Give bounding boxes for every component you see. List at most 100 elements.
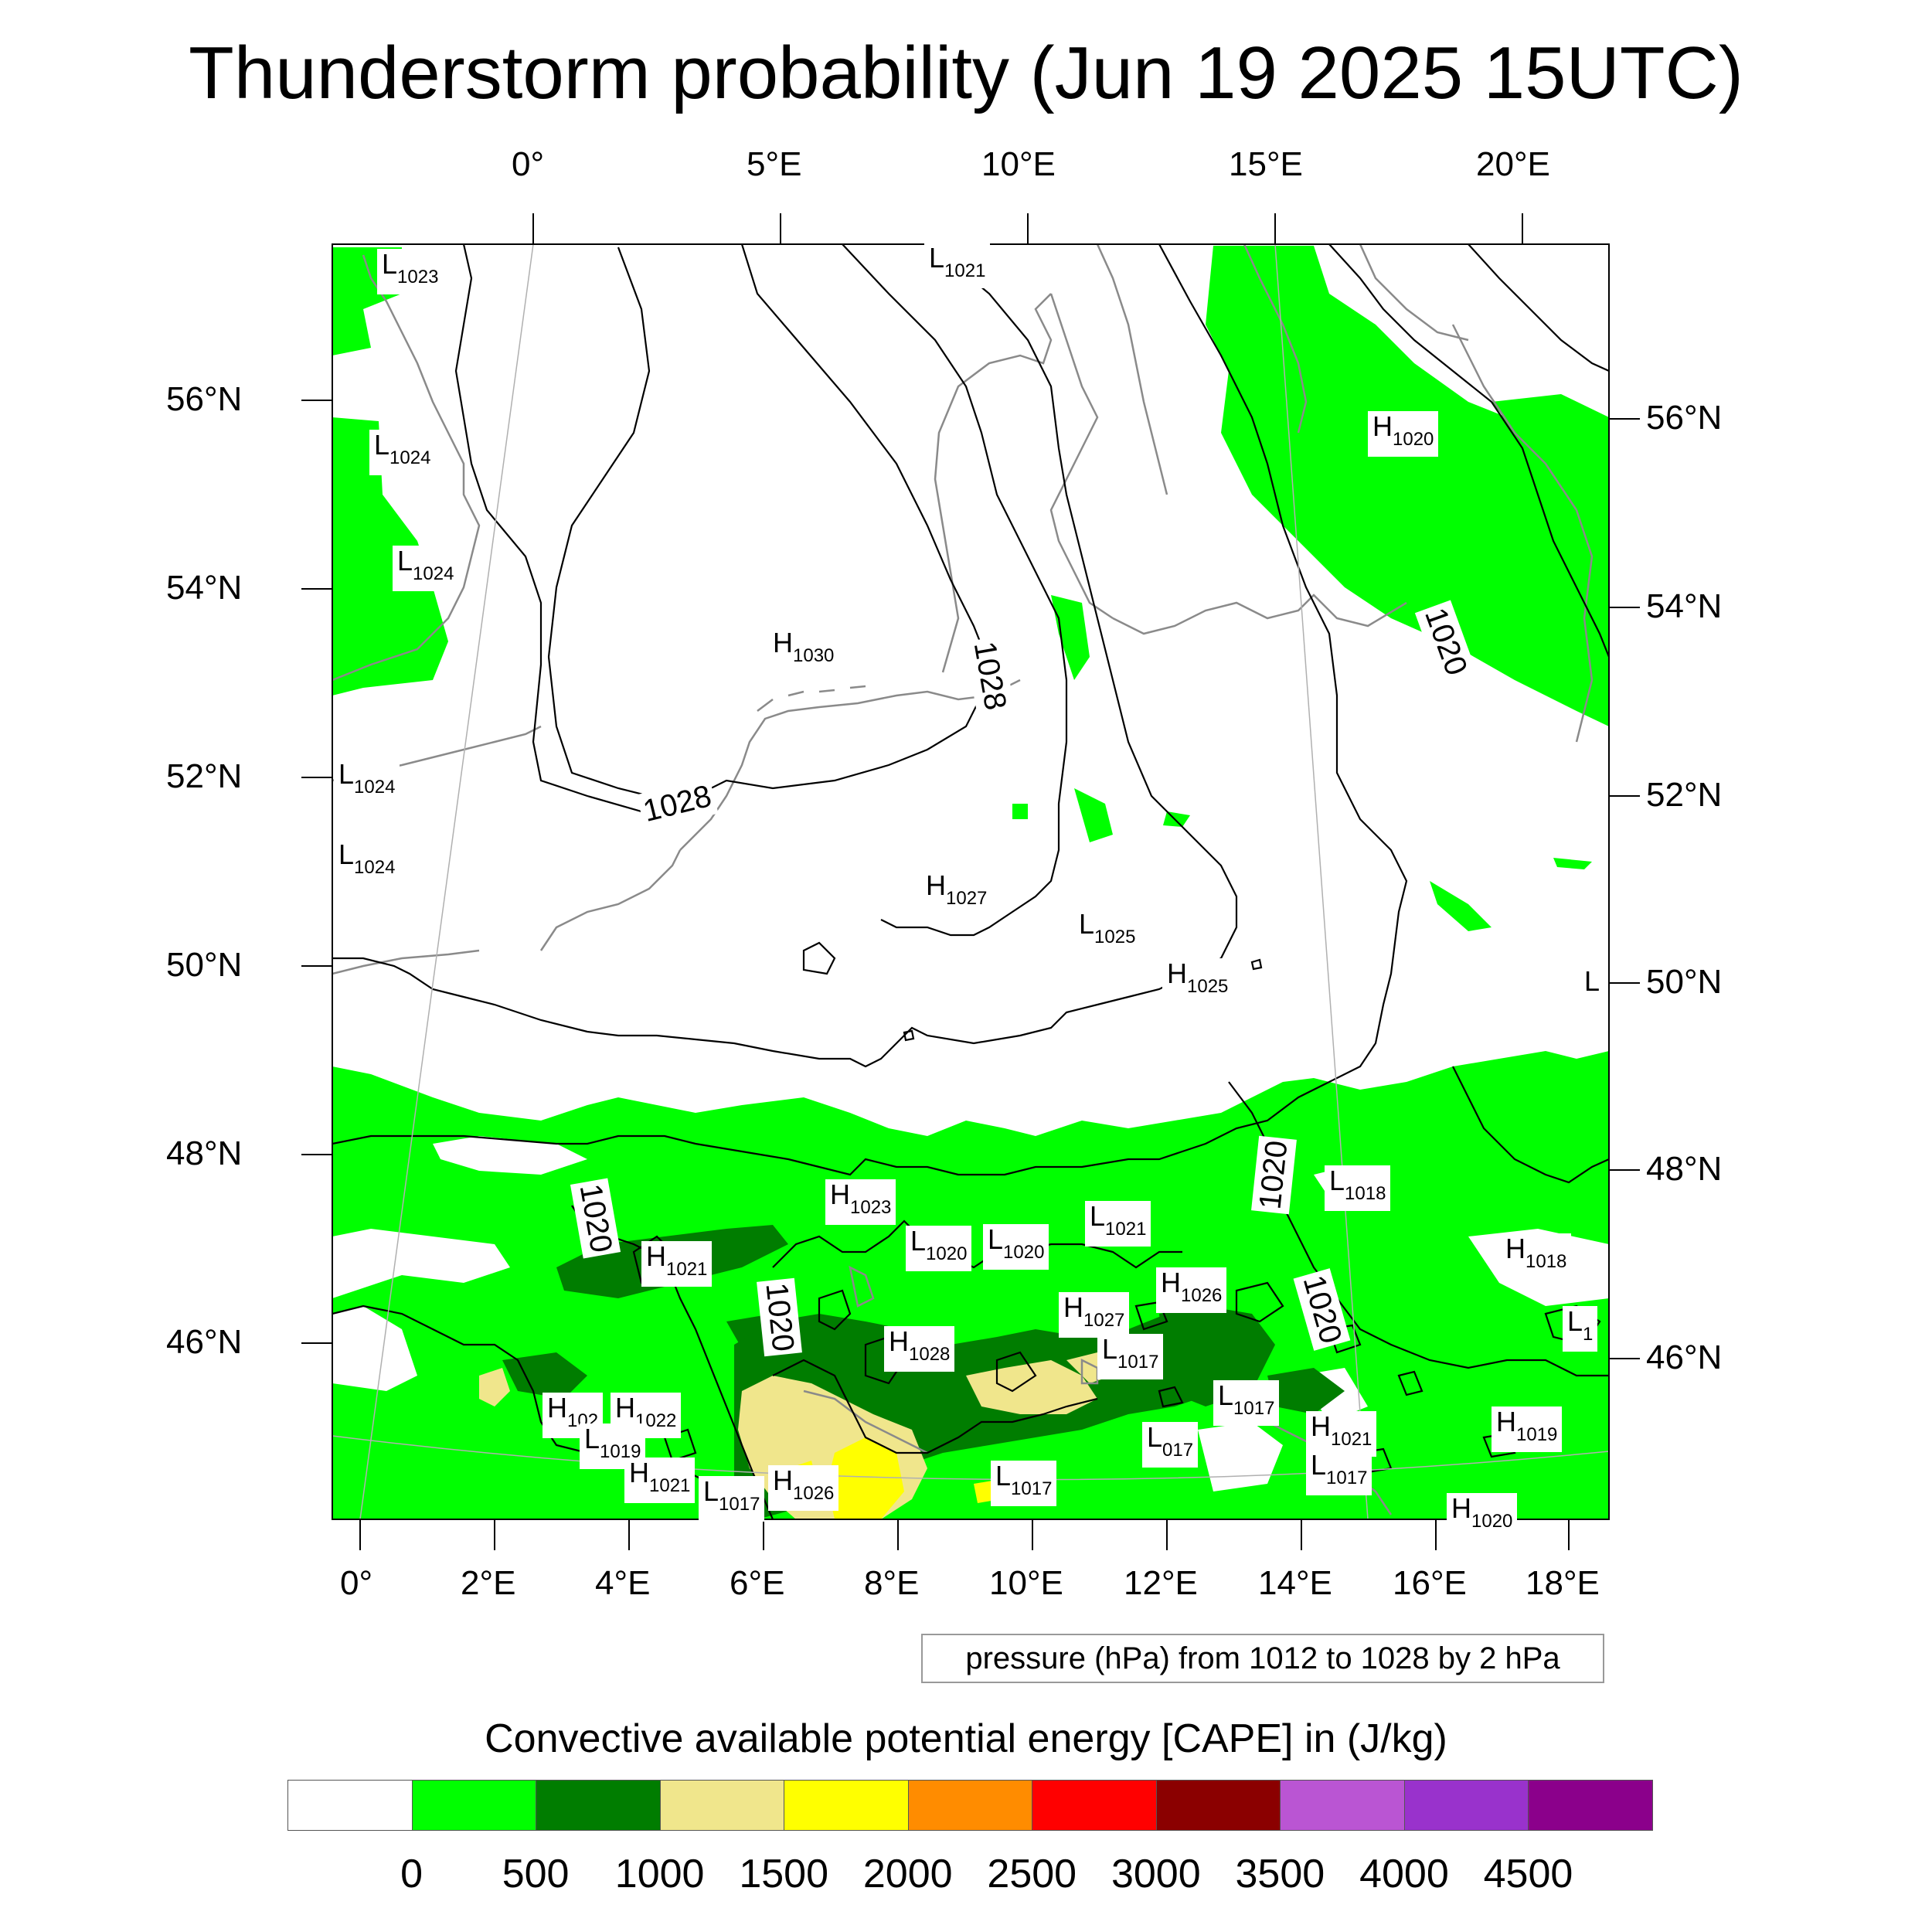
- pressure-label: H1027: [1059, 1292, 1130, 1338]
- left-lat-label: 48°N: [166, 1134, 243, 1172]
- cape-area-baltic-east: [1492, 394, 1609, 495]
- bottom-lon-label: 0°: [340, 1564, 373, 1602]
- colorbar-swatch: [1403, 1780, 1529, 1831]
- colorbar-label: 0: [400, 1852, 423, 1896]
- isobar-small-5: [818, 1289, 852, 1331]
- pressure-label: L1017: [1097, 1334, 1164, 1379]
- colorbar-swatch: [287, 1780, 413, 1831]
- isobar-label: 1020: [1251, 1135, 1297, 1215]
- pressure-label: L1017: [991, 1461, 1057, 1506]
- colorbar-swatch: [907, 1780, 1033, 1831]
- pressure-label: H1021: [641, 1241, 713, 1287]
- pressure-label: H1019: [1492, 1406, 1563, 1452]
- coast-italy-ligurian: [803, 1389, 928, 1454]
- pressure-label: H1021: [1306, 1411, 1377, 1457]
- isobar-1024: [332, 254, 1238, 1068]
- cape-area-poland-east: [1569, 471, 1609, 541]
- pressure-label: L1024: [334, 759, 400, 804]
- colorbar-label: 3000: [1111, 1852, 1201, 1896]
- coast-lake-1: [849, 1265, 875, 1308]
- colorbar-swatch: [659, 1780, 785, 1831]
- isobar-1022: [332, 244, 1408, 1176]
- meridian-15e: [1274, 244, 1369, 1519]
- coast-channel: [332, 949, 480, 975]
- pressure-label: L1023: [377, 249, 444, 294]
- top-lon-label: 10°E: [981, 145, 1056, 183]
- right-lat-label: 50°N: [1646, 963, 1723, 1001]
- pressure-label: L: [1580, 966, 1605, 1012]
- isobar-small-2: [903, 1029, 915, 1042]
- isobar-1020-east: [1468, 244, 1609, 372]
- isobar-small-9: [1235, 1281, 1284, 1323]
- colorbar-label: 2500: [987, 1852, 1077, 1896]
- colorbar-swatch: [1155, 1780, 1281, 1831]
- bottom-lon-label: 2°E: [461, 1564, 516, 1602]
- coast-gulf-finland: [1359, 244, 1469, 342]
- colorbar-label: 4000: [1359, 1852, 1449, 1896]
- colorbar-label: 3500: [1235, 1852, 1325, 1896]
- coast-france-north: [539, 849, 682, 951]
- right-lat-label: 56°N: [1646, 399, 1723, 437]
- pressure-label: H1020: [1368, 411, 1439, 457]
- pressure-label: H1028: [884, 1326, 955, 1372]
- left-lat-label: 50°N: [166, 946, 243, 984]
- bottom-lon-label: 12°E: [1124, 1564, 1198, 1602]
- cape-gap-1: [332, 1229, 510, 1298]
- isobar-1020-north: [1328, 244, 1609, 658]
- isobar-small-8: [1134, 1301, 1168, 1331]
- cape-gap-2: [433, 1136, 587, 1175]
- bottom-lon-label: 4°E: [595, 1564, 651, 1602]
- bottom-lon-label: 18°E: [1526, 1564, 1600, 1602]
- isobar-small-3: [1250, 958, 1263, 971]
- coast-baltic-south: [1112, 594, 1407, 635]
- left-lat-label: 56°N: [166, 380, 243, 418]
- cape-area-east-streak: [1430, 881, 1492, 931]
- pressure-label: H1023: [825, 1179, 896, 1225]
- pressure-label: L1025: [1074, 909, 1141, 954]
- pressure-label: L1017: [699, 1476, 765, 1522]
- pressure-label: H1025: [1162, 958, 1233, 1004]
- left-lat-label: 52°N: [166, 757, 243, 795]
- top-lon-label: 15°E: [1229, 145, 1303, 183]
- colorbar-swatch: [1528, 1780, 1653, 1831]
- pressure-label: H1030: [768, 628, 839, 673]
- colorbar-swatch: [411, 1780, 537, 1831]
- colorbar-swatch: [536, 1780, 661, 1831]
- cape-khaki-2: [966, 1360, 1097, 1414]
- pressure-label: L1024: [334, 839, 400, 885]
- right-lat-label: 54°N: [1646, 587, 1723, 625]
- colorbar-swatch: [1280, 1780, 1405, 1831]
- isobar-1028-outer: [454, 244, 681, 821]
- cape-dark-6: [1267, 1368, 1345, 1414]
- isobar-1016-alps: [772, 1359, 1098, 1454]
- pressure-label: H1018: [1501, 1233, 1572, 1279]
- cape-area-germany-north: [1051, 595, 1090, 680]
- colorbar-label: 4500: [1483, 1852, 1573, 1896]
- contour-info-box: pressure (hPa) from 1012 to 1028 by 2 hP…: [921, 1634, 1604, 1683]
- pressure-label: H1026: [768, 1465, 839, 1511]
- cape-area-central-small2: [1012, 804, 1028, 819]
- left-lat-label: 46°N: [166, 1323, 243, 1361]
- pressure-label: L1: [1563, 1306, 1598, 1352]
- isobar-small-1: [802, 941, 836, 975]
- right-lat-label: 46°N: [1646, 1338, 1723, 1376]
- map-title: Thunderstorm probability (Jun 19 2025 15…: [189, 32, 1743, 114]
- tick-marks: [301, 213, 1640, 1550]
- top-lon-label: 20°E: [1476, 145, 1550, 183]
- cape-yellow-1: [827, 1437, 904, 1519]
- colorbar-label: 1500: [739, 1852, 829, 1896]
- colorbar-label: 500: [502, 1852, 570, 1896]
- pressure-label: H1020: [1447, 1493, 1518, 1539]
- pressure-label: L1021: [924, 243, 991, 288]
- pressure-label: L1024: [393, 546, 459, 591]
- coast-baltic-east: [1451, 324, 1594, 743]
- isobar-small-16: [1158, 1386, 1184, 1408]
- meridian-0: [359, 244, 534, 1519]
- pressure-label: L1020: [906, 1226, 972, 1271]
- bottom-lon-label: 8°E: [864, 1564, 920, 1602]
- coast-sweden-east: [1243, 244, 1308, 434]
- bottom-lon-label: 14°E: [1258, 1564, 1332, 1602]
- isobar-1028-inner: [547, 244, 991, 805]
- isobar-small-7: [995, 1351, 1037, 1393]
- bottom-lon-label: 6°E: [730, 1564, 785, 1602]
